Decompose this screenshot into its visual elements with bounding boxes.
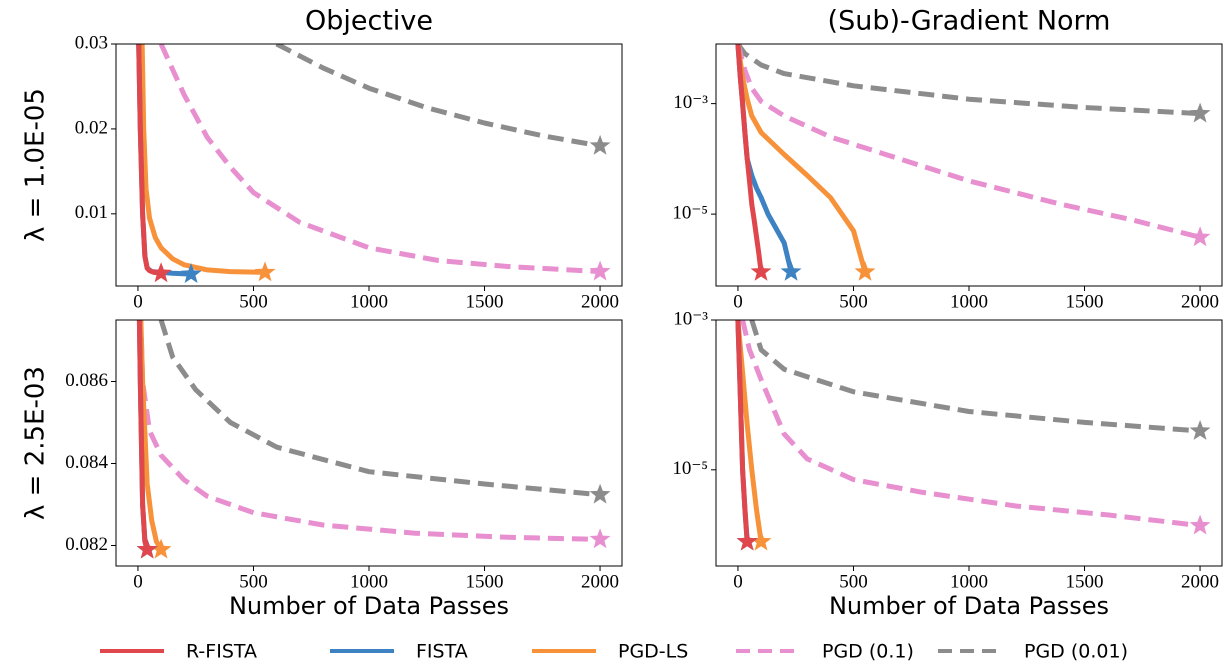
end-marker [136, 538, 158, 559]
legend-label: R-FISTA [186, 641, 257, 663]
x-tick-label: 1000 [950, 571, 988, 592]
subplot-title: (Sub)-Gradient Norm [828, 6, 1111, 37]
x-tick-label: 2000 [1181, 291, 1219, 312]
x-tick-label: 1500 [1066, 291, 1104, 312]
x-tick-label: 500 [239, 571, 268, 592]
y-tick-label: 0.082 [65, 534, 108, 555]
x-tick-label: 500 [239, 291, 268, 312]
axes-frame [715, 319, 1223, 567]
axes-frame [715, 43, 1223, 287]
end-marker [1189, 514, 1211, 535]
x-tick-label: 500 [839, 291, 868, 312]
end-marker [180, 263, 202, 283]
y-tick-label: 10⁻⁵ [672, 458, 708, 479]
x-tick-label: 0 [733, 571, 743, 592]
end-marker [589, 483, 611, 504]
plot-area [136, 44, 601, 277]
x-tick-label: 1000 [350, 291, 388, 312]
end-marker [589, 260, 611, 281]
series-line [735, 320, 750, 542]
row-label: λ = 1.0E-05 [21, 88, 51, 242]
x-tick-label: 2000 [1181, 571, 1219, 592]
x-axis-label: Number of Data Passes [229, 592, 509, 620]
end-marker [150, 538, 172, 559]
y-tick-label: 0.01 [75, 202, 108, 223]
x-tick-label: 1500 [1066, 571, 1104, 592]
series-line [158, 44, 601, 275]
y-tick-label: 10⁻³ [673, 308, 708, 329]
subplot-title: Objective [305, 6, 433, 37]
x-tick-label: 0 [733, 291, 743, 312]
y-tick-label: 0.084 [65, 452, 108, 473]
legend-label: FISTA [416, 641, 468, 663]
end-marker [854, 260, 876, 281]
plot-area [735, 44, 1201, 273]
series-line [158, 320, 601, 498]
x-tick-label: 2000 [581, 571, 619, 592]
series-line [735, 44, 1201, 240]
x-tick-label: 1500 [466, 291, 504, 312]
plot-area [735, 320, 1201, 542]
x-axis-label: Number of Data Passes [829, 592, 1109, 620]
legend-label: PGD (0.1) [822, 641, 914, 663]
x-tick-label: 0 [133, 571, 143, 592]
end-marker [589, 528, 611, 549]
y-tick-label: 0.086 [65, 370, 108, 391]
y-tick-label: 0.02 [75, 117, 108, 138]
axes-frame [115, 319, 623, 567]
legend-label: PGD (0.01) [1024, 641, 1128, 663]
end-marker [736, 530, 758, 551]
row-label: λ = 2.5E-03 [21, 366, 51, 520]
x-tick-label: 1500 [466, 571, 504, 592]
series-line [735, 44, 1201, 117]
end-marker [254, 261, 276, 282]
series-line [735, 320, 764, 542]
x-tick-label: 500 [839, 571, 868, 592]
y-tick-label: 0.03 [75, 32, 108, 53]
x-tick-label: 0 [133, 291, 143, 312]
axes-frame [115, 43, 623, 287]
plot-area [136, 320, 601, 551]
series-line [136, 44, 162, 276]
y-tick-label: 10⁻³ [673, 92, 708, 113]
end-marker [1189, 420, 1211, 440]
end-marker [150, 262, 172, 283]
end-marker [750, 530, 772, 551]
x-tick-label: 2000 [581, 291, 619, 312]
end-marker [780, 260, 802, 281]
end-marker [589, 134, 611, 155]
series-line [749, 320, 1201, 434]
series-line [740, 320, 1201, 529]
end-marker [1189, 102, 1211, 123]
end-marker [750, 260, 772, 281]
series-line [735, 44, 868, 273]
series-line [139, 44, 266, 275]
x-tick-label: 1000 [950, 291, 988, 312]
x-tick-label: 1000 [350, 571, 388, 592]
series-line [735, 44, 764, 273]
y-tick-label: 10⁻⁵ [672, 202, 708, 223]
series-line [138, 320, 601, 542]
end-marker [1189, 226, 1211, 247]
legend-label: PGD-LS [618, 641, 688, 663]
series-line [275, 44, 601, 149]
